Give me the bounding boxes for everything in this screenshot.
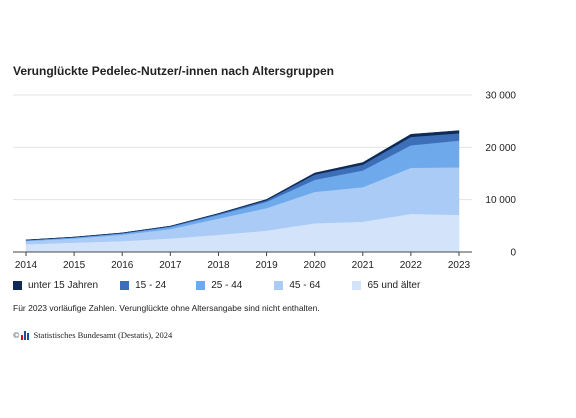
- legend-label-unter-15: unter 15 Jahren: [28, 280, 99, 291]
- legend-swatch-15-24: [120, 281, 130, 290]
- source-text: Statistisches Bundesamt (Destatis), 2024: [33, 330, 173, 340]
- legend-swatch-unter-15: [13, 281, 22, 290]
- x-tick-label: 2021: [352, 260, 375, 271]
- legend-item-unter-15: unter 15 Jahren: [13, 280, 98, 291]
- legend-swatch-25-44: [196, 281, 206, 290]
- legend-item-45-64: 45 - 64: [274, 280, 320, 291]
- legend-swatch-45-64: [274, 281, 284, 290]
- y-tick-label: 0: [510, 248, 516, 259]
- x-tick-label: 2018: [207, 260, 230, 271]
- y-tick-label: 30 000: [485, 91, 516, 102]
- x-tick-label: 2015: [63, 260, 86, 271]
- area-chart: 0 10 000 20 000 30 000 2014 2015 2016 2017 2018 2…: [13, 91, 516, 271]
- legend-item-15-24: 15 - 24: [120, 280, 166, 291]
- x-tick-label: 2022: [400, 260, 423, 271]
- legend-swatch-65-plus: [352, 281, 362, 290]
- legend-label-15-24: 15 - 24: [135, 280, 167, 291]
- copyright-symbol: ©: [13, 330, 20, 340]
- legend: unter 15 Jahren 15 - 24 25 - 44 45 - 64 …: [13, 280, 420, 291]
- legend-item-25-44: 25 - 44: [196, 280, 242, 291]
- chart-title: Verunglückte Pedelec-Nutzer/-innen nach …: [13, 64, 334, 78]
- source-line: © Statistisches Bundesamt (Destatis), 20…: [13, 330, 172, 340]
- destatis-logo-icon: [21, 330, 30, 340]
- x-tick-label: 2020: [304, 260, 327, 271]
- area-series-4: [25, 130, 460, 241]
- chart-note: Für 2023 vorläufige Zahlen. Verunglückte…: [13, 303, 320, 313]
- x-tick-label: 2017: [159, 260, 182, 271]
- legend-item-65-plus: 65 und älter: [352, 280, 420, 291]
- x-tick-label: 2019: [255, 260, 278, 271]
- legend-label-25-44: 25 - 44: [211, 280, 243, 291]
- x-tick-label: 2023: [448, 260, 471, 271]
- x-tick-label: 2016: [111, 260, 134, 271]
- y-tick-label: 20 000: [485, 143, 516, 154]
- y-tick-label: 10 000: [485, 195, 516, 206]
- x-tick-label: 2014: [15, 260, 38, 271]
- legend-label-65-plus: 65 und älter: [367, 280, 421, 291]
- legend-label-45-64: 45 - 64: [289, 280, 321, 291]
